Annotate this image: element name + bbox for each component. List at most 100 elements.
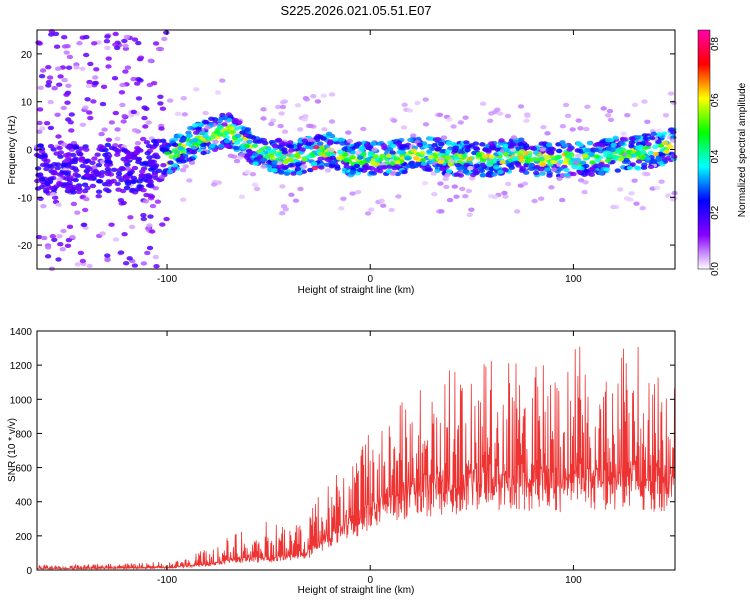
spectrogram-cell: [517, 141, 524, 147]
spectrogram-cell: [462, 194, 469, 199]
spectrogram-cell: [401, 169, 408, 175]
spectrogram-cell: [115, 174, 123, 180]
spectrogram-cell: [485, 147, 492, 153]
spectrogram-cell: [72, 177, 79, 183]
spectrogram-cell: [213, 129, 221, 135]
spectrogram-y-label: Frequency (Hz): [7, 116, 18, 185]
spectrogram-cell: [252, 152, 259, 157]
spectrogram-cell: [99, 170, 106, 175]
spectrogram-cell: [234, 133, 242, 139]
spectrogram-cell: [144, 250, 151, 256]
colorbar: 0.0 0.2 0.4 0.6 0.8 Normalized spectral ampl…: [697, 29, 748, 276]
spectrogram-cell: [181, 112, 188, 117]
spectrogram-cell: [617, 157, 624, 162]
spectrogram-cell: [498, 138, 505, 143]
spectrogram-cell: [385, 153, 392, 159]
spectrogram-cell: [63, 50, 70, 55]
spectrogram-cell: [318, 165, 325, 170]
spectrogram-cell: [53, 44, 61, 49]
spectrogram-cell: [193, 130, 200, 135]
spectrogram-cell: [122, 261, 130, 266]
spectrogram-cell: [91, 156, 98, 161]
spectrogram-cell: [329, 155, 336, 160]
spectrogram-cell: [152, 41, 160, 46]
spectrogram-cell: [265, 164, 273, 170]
spectrogram-cell: [393, 156, 400, 161]
spectrogram-cell: [586, 141, 594, 146]
spectrogram-cell: [544, 154, 551, 160]
spectrogram-cell: [61, 77, 68, 83]
spectrogram-cell: [166, 169, 174, 174]
spectrogram-cell: [223, 130, 230, 136]
spectrogram-cell: [146, 223, 153, 228]
spectrogram-cell: [265, 146, 272, 151]
spectrogram-cell: [438, 141, 445, 147]
spectrogram-cell: [337, 137, 344, 142]
spectrogram-cell: [345, 130, 352, 135]
spectrogram-cell: [72, 145, 80, 150]
spectrogram-cell: [35, 40, 42, 45]
y-tick-label: 400: [15, 498, 32, 509]
spectrogram-cell: [437, 181, 444, 186]
spectrogram-cell: [663, 149, 670, 154]
spectrogram-cell: [343, 158, 350, 163]
spectrogram-cell: [657, 151, 664, 157]
spectrogram-cell: [569, 127, 576, 132]
spectrogram-cell: [112, 31, 119, 37]
spectrogram-cell: [367, 151, 374, 156]
spectrogram-cell: [80, 222, 88, 227]
spectrogram-cell: [511, 156, 518, 161]
spectrogram-cell: [262, 140, 269, 146]
spectrogram-cell: [110, 167, 118, 172]
spectrogram-cell: [60, 162, 68, 167]
spectrogram-cell: [186, 133, 193, 138]
spectrogram-cell: [645, 142, 652, 147]
spectrogram-cell: [380, 203, 387, 208]
spectrogram-cell: [219, 78, 226, 83]
spectrogram-cell: [46, 163, 53, 168]
spectrogram-cell: [128, 151, 135, 157]
spectrogram-cell: [451, 184, 458, 189]
spectrogram-cell: [79, 66, 86, 72]
spectrogram-cell: [140, 213, 147, 218]
spectrogram-cell: [41, 235, 48, 241]
spectrogram-cell: [380, 143, 387, 148]
spectrogram-cell: [61, 182, 68, 187]
spectrogram-cell: [60, 35, 68, 40]
spectrogram-cell: [462, 169, 470, 174]
spectrogram-cell: [66, 224, 74, 229]
y-tick-label: 800: [15, 429, 32, 440]
spectrogram-cell: [650, 131, 657, 136]
spectrogram-cell: [354, 142, 361, 148]
spectrogram-cell: [34, 186, 42, 191]
spectrogram-cell: [618, 141, 626, 146]
spectrogram-cell: [481, 154, 488, 159]
spectrogram-cell: [577, 178, 585, 183]
spectrogram-cell: [133, 150, 140, 156]
spectrogram-cell: [532, 150, 540, 155]
snr-y-ticks: 0 200 400 600 800 1000 1200 1400: [10, 327, 675, 577]
spectrogram-cell: [502, 194, 509, 199]
spectrogram-cell: [114, 149, 122, 154]
spectrogram-cell: [137, 55, 145, 60]
spectrogram-cell: [56, 82, 63, 87]
spectrogram-cell: [160, 138, 167, 143]
spectrogram-cell: [146, 174, 153, 180]
spectrogram-cell: [537, 167, 545, 172]
spectrogram-cell: [114, 136, 121, 141]
spectrogram-cell: [547, 151, 555, 156]
spectrogram-cell: [655, 132, 663, 137]
spectrogram-cell: [610, 142, 617, 148]
spectrogram-cell: [620, 131, 627, 136]
spectrogram-cell: [288, 148, 295, 153]
spectrogram-cell: [89, 160, 96, 165]
spectrogram-cell: [147, 58, 154, 63]
spectrogram-cell: [518, 149, 526, 154]
spectrogram-cell: [57, 242, 64, 247]
spectrogram-cell: [159, 106, 167, 111]
spectrogram-cell: [450, 124, 457, 129]
spectrogram-cell: [467, 165, 474, 171]
spectrogram-cell: [539, 171, 546, 176]
spectrogram-cell: [628, 191, 635, 196]
spectrogram-cell: [126, 256, 133, 261]
